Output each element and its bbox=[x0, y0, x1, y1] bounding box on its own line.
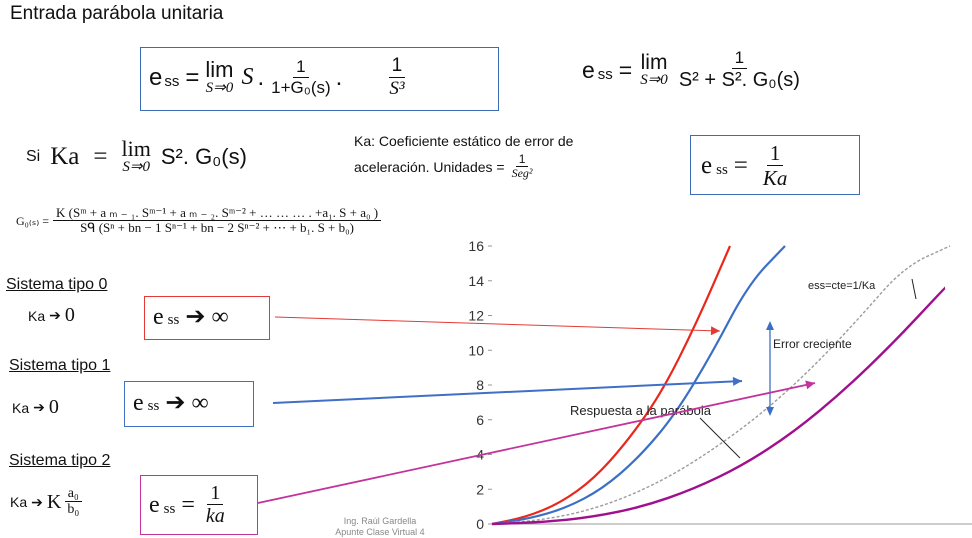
y-tick-label: 8 bbox=[476, 377, 484, 393]
arrow-icon: ➔ bbox=[31, 494, 43, 511]
type1-connector-arrow-head bbox=[733, 377, 742, 386]
type1-connector-arrow bbox=[273, 381, 742, 403]
ess-subscript: ss bbox=[148, 398, 160, 414]
fraction: 1 ka bbox=[203, 482, 228, 528]
ess-symbol: e bbox=[149, 492, 160, 519]
arrow-icon: ➔ bbox=[33, 399, 45, 416]
error-creciente-annotation: Error creciente bbox=[773, 337, 852, 351]
type0-ka: Ka ➔ 0 bbox=[28, 304, 75, 327]
series-curve-2 bbox=[492, 246, 950, 524]
equals-sign: = bbox=[181, 492, 195, 519]
y-tick-label: 16 bbox=[468, 238, 484, 254]
connector-arrows bbox=[258, 317, 815, 503]
ka-text: Ka bbox=[12, 400, 29, 416]
ess-subscript: ss bbox=[164, 501, 176, 518]
y-tick-label: 2 bbox=[476, 481, 484, 497]
ess-subscript: ss bbox=[168, 312, 180, 328]
ess-const-annotation: ess=cte=1/Ka bbox=[808, 280, 876, 292]
type1-ess: e ss ➔ ∞ bbox=[133, 388, 209, 417]
type0-connector-arrow-head bbox=[711, 326, 720, 335]
ess-symbol: e bbox=[133, 390, 144, 416]
ess-symbol: e bbox=[153, 304, 164, 330]
a0-b0-fraction: a₀ b₀ bbox=[64, 486, 82, 518]
ka-text: Ka bbox=[10, 494, 27, 510]
y-tick-label: 12 bbox=[468, 308, 484, 324]
y-tick-label: 0 bbox=[476, 516, 484, 532]
annotations: ess=cte=1/Ka Error creciente Respuesta a… bbox=[570, 279, 916, 458]
series-curve-3 bbox=[492, 288, 945, 524]
type1-ess-box: e ss ➔ ∞ bbox=[124, 381, 254, 427]
ka-text: Ka bbox=[28, 308, 45, 324]
type0-label: Sistema tipo 0 bbox=[6, 276, 107, 294]
ka-value: K bbox=[47, 491, 61, 514]
fraction-num: 1 bbox=[207, 482, 223, 505]
type2-connector-arrow bbox=[258, 383, 815, 503]
type2-connector-arrow-head bbox=[805, 380, 815, 389]
error-arrow-head-up bbox=[766, 321, 774, 330]
y-tick-label: 10 bbox=[468, 342, 484, 358]
author-credit: Ing. Raúl Gardella Apunte Clase Virtual … bbox=[325, 516, 435, 538]
type2-label: Sistema tipo 2 bbox=[9, 452, 110, 470]
credit-line1: Ing. Raúl Gardella bbox=[325, 516, 435, 527]
ess-result: ➔ ∞ bbox=[165, 390, 208, 416]
type0-ess-box: e ss ➔ ∞ bbox=[144, 296, 270, 340]
y-tick-label: 6 bbox=[476, 412, 484, 428]
ka-value: 0 bbox=[65, 304, 75, 327]
b0-den: b₀ bbox=[64, 502, 82, 518]
ess-result: ➔ ∞ bbox=[185, 304, 228, 330]
arrow-icon: ➔ bbox=[49, 307, 61, 324]
type2-ess: e ss = 1 ka bbox=[149, 482, 228, 528]
error-arrow-head-down bbox=[766, 407, 774, 416]
respuesta-pointer bbox=[700, 418, 740, 458]
type2-ess-box: e ss = 1 ka bbox=[140, 475, 258, 535]
type1-ka: Ka ➔ 0 bbox=[12, 396, 59, 419]
type2-ka: Ka ➔ K a₀ b₀ bbox=[10, 486, 82, 518]
curves bbox=[492, 246, 950, 524]
fraction-den: ka bbox=[203, 505, 228, 528]
a0-num: a₀ bbox=[65, 486, 82, 502]
type0-connector-arrow bbox=[275, 317, 720, 331]
ka-value: 0 bbox=[49, 396, 59, 419]
type0-ess: e ss ➔ ∞ bbox=[153, 302, 229, 331]
y-axis: 0246810121416 bbox=[468, 238, 972, 532]
y-tick-label: 14 bbox=[468, 273, 484, 289]
ess-gap-marker bbox=[912, 279, 916, 299]
type1-label: Sistema tipo 1 bbox=[9, 357, 110, 375]
